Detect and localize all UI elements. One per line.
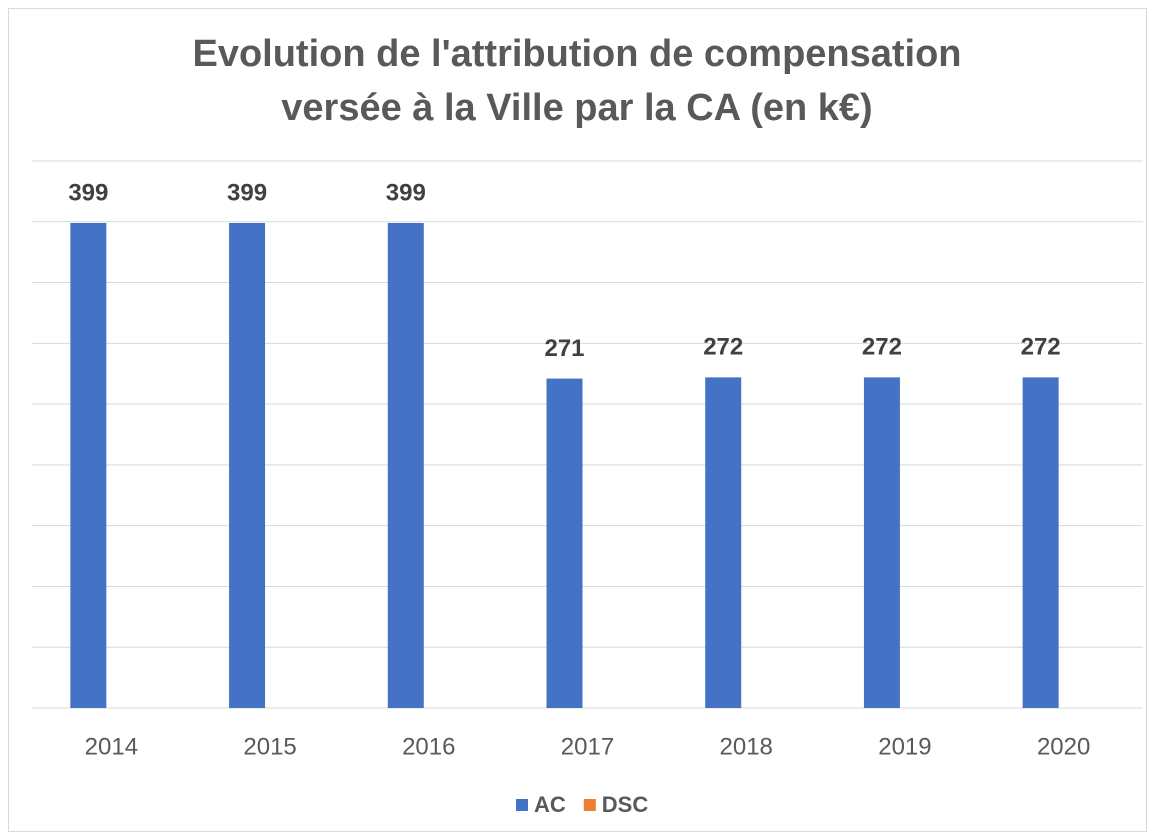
x-tick-label: 2016	[402, 733, 455, 760]
value-label: 399	[386, 179, 426, 206]
x-tick-label: 2018	[720, 733, 773, 760]
value-label: 272	[862, 334, 902, 361]
value-label: 271	[544, 335, 584, 362]
bar	[863, 377, 900, 708]
bar	[546, 378, 583, 708]
x-tick-label: 2015	[243, 733, 296, 760]
value-label: 399	[227, 179, 267, 206]
x-tick-label: 2014	[85, 733, 138, 760]
value-label: 272	[1021, 334, 1061, 361]
legend-swatch	[516, 799, 528, 811]
x-tick-label: 2019	[878, 733, 931, 760]
x-tick-label: 2020	[1037, 733, 1090, 760]
legend-swatch	[583, 799, 596, 811]
legend-label: DSC	[602, 792, 649, 817]
chart-title: Evolution de l'attribution de compensati…	[192, 33, 961, 75]
legend-label: AC	[534, 792, 566, 817]
bar	[705, 377, 742, 708]
chart-title: versée à la Ville par la CA (en k€)	[281, 87, 872, 129]
bar	[70, 222, 107, 708]
bar	[229, 222, 266, 708]
value-label: 399	[68, 179, 108, 206]
bar	[1022, 377, 1059, 708]
x-tick-label: 2017	[561, 733, 614, 760]
bar	[387, 222, 424, 708]
value-label: 272	[703, 334, 743, 361]
